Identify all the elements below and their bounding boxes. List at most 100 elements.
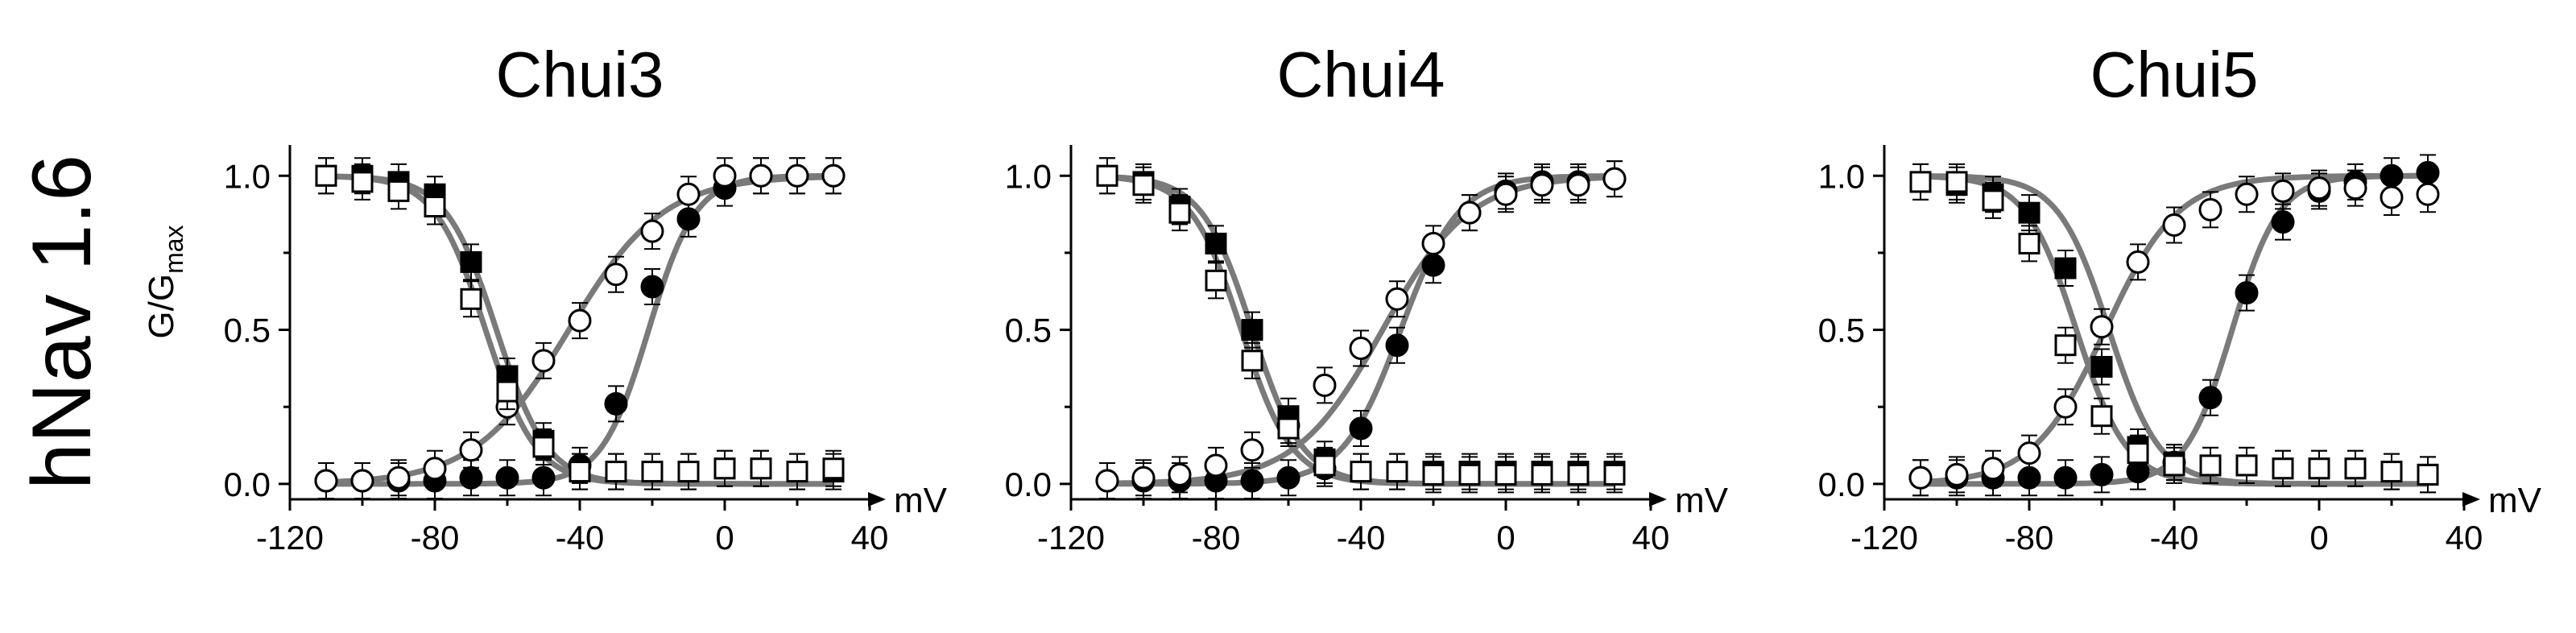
data-point xyxy=(459,465,483,490)
data-point xyxy=(424,196,446,218)
x-unit-label: mV xyxy=(894,481,948,520)
data-point xyxy=(2090,462,2114,486)
chart-0: Chui3 -120 -80 -40 0 40 0.0 0.5 1.0 mV xyxy=(224,39,948,556)
data-point xyxy=(1566,173,1590,197)
data-point xyxy=(2417,463,2439,486)
x-tick-label: -80 xyxy=(2005,519,2054,556)
data-point xyxy=(2272,457,2294,480)
data-point xyxy=(1168,201,1191,224)
data-point xyxy=(1132,174,1155,197)
y-axis-label: G/Gmax xyxy=(142,225,188,338)
data-point xyxy=(1241,350,1263,372)
data-point xyxy=(821,163,846,188)
data-point xyxy=(2090,355,2113,378)
data-point xyxy=(640,275,664,299)
x-tick-label: -80 xyxy=(411,519,460,556)
x-tick-label: 40 xyxy=(851,519,889,556)
x-tick-label: -40 xyxy=(2150,519,2199,556)
data-point xyxy=(640,219,664,243)
series-open-square xyxy=(1096,157,1626,494)
data-point xyxy=(2235,454,2258,477)
data-point xyxy=(531,465,556,490)
data-point xyxy=(676,182,701,206)
data-point xyxy=(1131,465,1156,490)
data-point xyxy=(2017,441,2041,465)
data-point xyxy=(1530,173,1554,197)
y-tick-label: 1.0 xyxy=(1005,157,1052,195)
data-point xyxy=(749,163,773,188)
data-point xyxy=(2380,461,2403,483)
data-point xyxy=(496,380,519,403)
x-tick-label: 40 xyxy=(2446,519,2483,556)
data-point xyxy=(1602,167,1627,191)
data-point xyxy=(1458,201,1482,225)
data-point xyxy=(460,250,482,273)
x-axis-arrow xyxy=(868,492,886,507)
data-point xyxy=(532,436,555,458)
data-point xyxy=(2271,210,2295,234)
y-tick-label: 1.0 xyxy=(224,157,271,195)
y-tick-label: 0.5 xyxy=(1818,312,1865,350)
axes xyxy=(279,145,886,511)
y-tick-label: 0.5 xyxy=(224,312,271,350)
data-point xyxy=(2235,281,2259,305)
data-point xyxy=(1204,453,1228,478)
chart-1: Chui4 -120 -80 -40 0 40 0.0 0.5 1.0 mV xyxy=(1005,39,1729,556)
data-point xyxy=(569,461,591,483)
data-point xyxy=(713,163,737,188)
data-point xyxy=(1313,373,1337,397)
x-unit-label: mV xyxy=(1675,481,1729,520)
data-point xyxy=(1531,463,1553,486)
data-point xyxy=(604,391,628,416)
y-tick-label: 0.0 xyxy=(1005,465,1052,503)
data-point xyxy=(1567,463,1590,486)
data-point xyxy=(822,457,845,480)
x-axis-arrow xyxy=(2462,492,2480,507)
y-tick-label: 0.5 xyxy=(1005,312,1052,350)
data-point xyxy=(423,457,447,481)
data-point xyxy=(1945,171,1968,193)
data-point xyxy=(1350,461,1372,483)
data-point xyxy=(2054,334,2077,357)
x-tick-label: -120 xyxy=(256,519,324,556)
data-point xyxy=(1205,232,1227,254)
data-point xyxy=(604,263,628,287)
x-unit-label: mV xyxy=(2488,481,2542,520)
data-point xyxy=(2271,179,2295,203)
series-open-circle xyxy=(1908,169,2440,497)
row-label: hNav 1.6 xyxy=(15,155,109,490)
data-point xyxy=(2162,213,2186,237)
data-point xyxy=(2343,176,2367,201)
x-tick-label: 0 xyxy=(2309,519,2328,556)
data-point xyxy=(1276,465,1300,490)
x-tick-label: -120 xyxy=(1037,519,1105,556)
axes xyxy=(1873,145,2480,511)
data-point xyxy=(786,461,808,483)
data-point xyxy=(460,288,482,310)
data-point xyxy=(459,438,483,462)
data-point xyxy=(1982,189,2004,212)
data-point xyxy=(1908,465,1933,490)
data-point xyxy=(2344,457,2367,480)
data-point xyxy=(1277,417,1300,440)
data-point xyxy=(2235,182,2259,206)
series-open-circle xyxy=(314,157,846,500)
data-point xyxy=(1168,462,1192,486)
data-point xyxy=(677,461,700,483)
series-open-square xyxy=(1909,163,2439,494)
data-point xyxy=(1240,438,1264,462)
data-point xyxy=(1385,333,1409,358)
data-point xyxy=(1095,469,1119,493)
data-point xyxy=(2054,257,2077,279)
data-point xyxy=(2018,201,2041,224)
x-tick-label: -80 xyxy=(1192,519,1241,556)
data-point xyxy=(1603,463,1626,486)
data-point xyxy=(387,465,411,490)
data-point xyxy=(1945,462,1969,486)
data-point xyxy=(1458,463,1481,486)
axes xyxy=(1060,145,1667,511)
x-tick-label: -40 xyxy=(556,519,605,556)
data-point xyxy=(713,457,736,480)
fit-curve-1 xyxy=(1106,174,1615,486)
